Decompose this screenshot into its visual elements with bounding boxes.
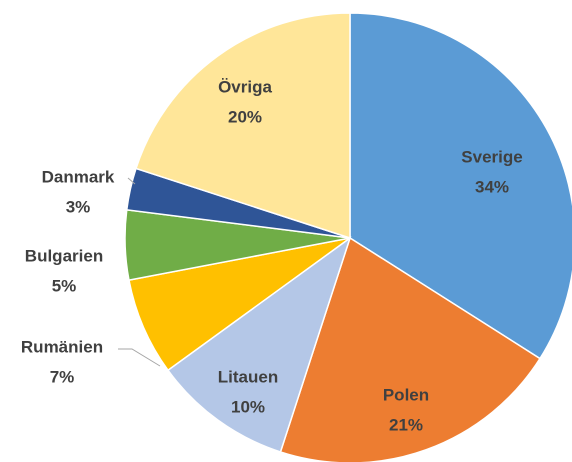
value-label: 10% (231, 397, 265, 416)
category-label: Polen (383, 385, 429, 404)
pie-slice (135, 12, 351, 240)
value-label: 7% (50, 367, 75, 386)
category-label: Litauen (218, 367, 278, 386)
category-label: Rumänien (21, 337, 103, 356)
value-label: 21% (389, 415, 423, 434)
value-label: 20% (228, 107, 262, 126)
value-label: 34% (475, 177, 509, 196)
category-label: Sverige (461, 147, 522, 166)
pie-slice (349, 12, 572, 360)
value-label: 5% (52, 276, 77, 295)
leader-line (127, 177, 136, 185)
pie-slice (166, 236, 352, 453)
category-label: Övriga (218, 77, 272, 96)
category-label: Bulgarien (25, 246, 103, 265)
category-label: Danmark (42, 167, 115, 186)
pie-slice (279, 236, 542, 462)
leader-line (118, 348, 161, 367)
value-label: 3% (66, 197, 91, 216)
